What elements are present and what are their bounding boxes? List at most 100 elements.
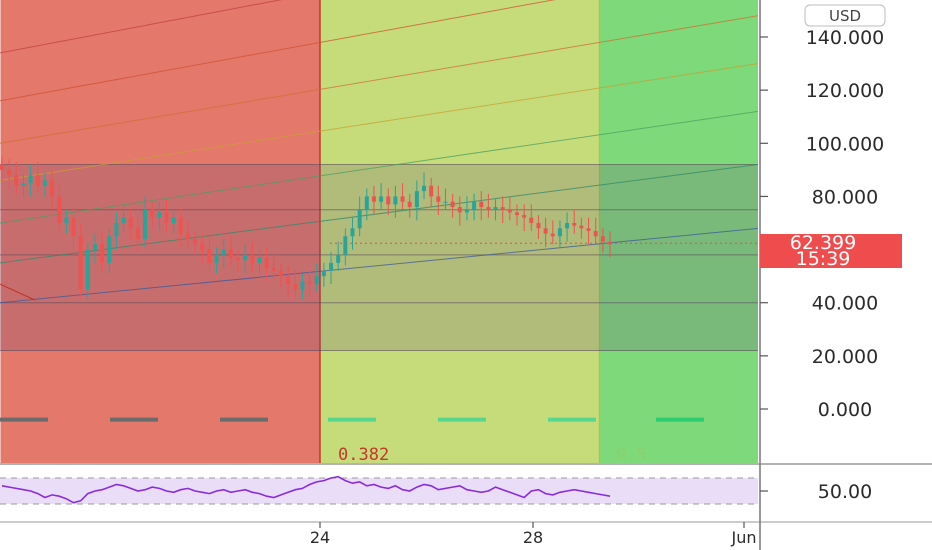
candle <box>329 252 334 285</box>
candle <box>572 209 577 234</box>
currency-badge[interactable]: USD <box>804 4 886 27</box>
candle <box>350 217 355 250</box>
price-tick-label: 120.000 <box>806 80 885 102</box>
candle <box>422 172 427 200</box>
candle <box>236 249 241 271</box>
candle <box>271 254 276 279</box>
current-price-tag: 62.399 15:39 <box>760 232 902 270</box>
candle <box>178 207 183 247</box>
candle <box>143 196 148 247</box>
currency-label: USD <box>829 7 861 25</box>
candle <box>357 196 362 237</box>
candle <box>193 230 198 255</box>
candle <box>479 191 484 221</box>
candle <box>92 233 97 263</box>
candle <box>436 185 441 216</box>
candle <box>543 217 548 247</box>
candle <box>100 230 105 271</box>
bar-countdown: 15:39 <box>796 248 851 270</box>
price-tick-label: 100.000 <box>806 133 885 155</box>
level-box <box>0 164 758 351</box>
price-axis[interactable]: 0.00020.00040.00060.00080.000100.000120.… <box>760 27 884 421</box>
fib-label-0382: 0.382 <box>338 445 389 465</box>
candle <box>407 193 412 218</box>
candle <box>228 236 233 266</box>
rsi-pane <box>0 475 758 505</box>
fib-label-05: 0.5 <box>616 445 647 465</box>
time-tick-label: 28 <box>523 528 543 547</box>
candle <box>214 246 219 274</box>
fan-line-6 <box>0 0 283 54</box>
candle <box>221 238 226 269</box>
price-tick-label: 20.000 <box>812 346 878 368</box>
fan-line-2 <box>0 110 758 224</box>
candle <box>371 185 376 216</box>
fan-origin-line <box>0 283 36 301</box>
candle <box>57 183 62 231</box>
candle <box>114 212 119 250</box>
candle <box>64 209 69 234</box>
candle <box>550 220 555 245</box>
candle <box>379 183 384 210</box>
candle <box>565 212 570 242</box>
candle <box>42 172 47 197</box>
rsi-band <box>0 478 758 504</box>
candle <box>307 270 312 298</box>
candle <box>78 223 83 298</box>
price-tick-label: 80.000 <box>812 186 878 208</box>
candle <box>243 244 248 274</box>
candle <box>157 201 162 231</box>
candle <box>579 217 584 239</box>
fib-zone-0 <box>0 0 320 463</box>
price-tick-label: 140.000 <box>806 27 885 49</box>
candle <box>135 217 140 253</box>
candle <box>443 188 448 210</box>
fan-line-4 <box>0 15 758 144</box>
current-price-value: 62.399 <box>790 232 856 254</box>
candle <box>414 180 419 221</box>
candle <box>7 159 12 189</box>
candle <box>536 215 541 239</box>
time-tick-label: Jun <box>731 528 757 547</box>
candlestick-series <box>0 156 612 301</box>
candle <box>486 193 491 218</box>
candle <box>85 241 90 301</box>
candle <box>28 164 33 197</box>
price-tick-label: 40.000 <box>812 293 878 315</box>
time-axis[interactable]: 24 28 Jun <box>310 522 757 547</box>
candle <box>207 236 212 271</box>
candle <box>293 270 298 298</box>
candle <box>286 265 291 298</box>
candle <box>71 207 76 250</box>
time-tick-label: 24 <box>310 528 330 547</box>
fan-line-0 <box>0 227 758 304</box>
fan-line-3 <box>0 63 758 181</box>
candle <box>493 199 498 221</box>
candle <box>336 241 341 271</box>
candle <box>600 228 605 253</box>
fib-zone-2 <box>599 0 758 463</box>
fan-line-5 <box>0 0 556 102</box>
candle <box>364 188 369 221</box>
candle <box>264 246 269 282</box>
candle <box>250 241 255 271</box>
candle <box>35 161 40 194</box>
candle <box>121 204 126 231</box>
rsi-axis[interactable]: 50.00 <box>760 481 872 503</box>
candle <box>464 196 469 221</box>
candle <box>0 156 4 181</box>
candle <box>529 204 534 231</box>
candle <box>450 193 455 218</box>
candle <box>164 199 169 231</box>
rsi-line <box>1 475 611 504</box>
candle <box>557 220 562 247</box>
horizontal-levels <box>0 164 758 352</box>
candle <box>300 273 305 301</box>
candle <box>14 161 19 194</box>
candle <box>500 196 505 223</box>
candle <box>593 217 598 245</box>
candle <box>50 169 55 210</box>
candle <box>472 193 477 221</box>
rsi-tick-label: 50.00 <box>818 481 872 503</box>
candle <box>21 175 26 197</box>
